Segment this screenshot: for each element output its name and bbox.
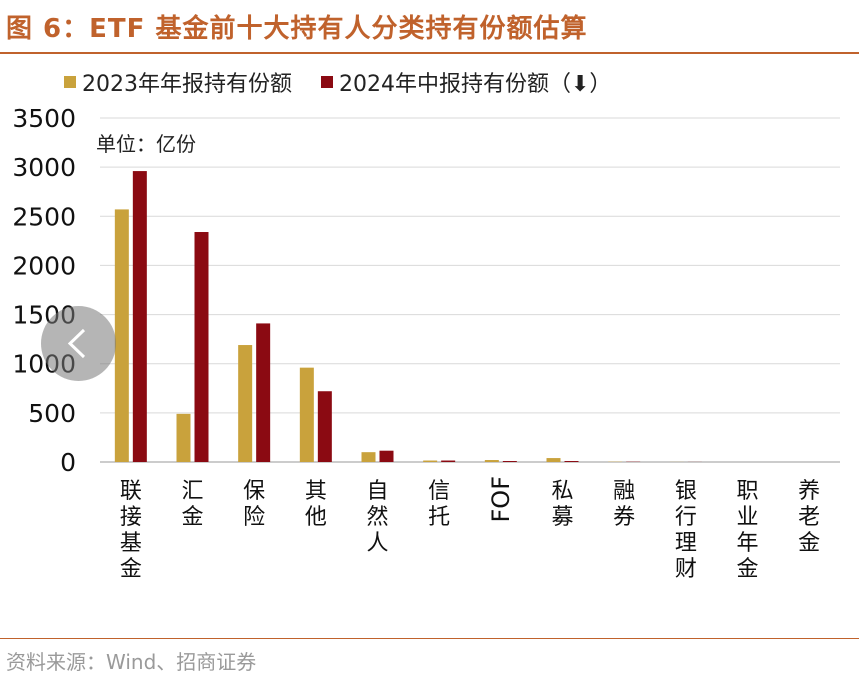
bar-2023-2 — [238, 345, 253, 462]
x-category-label: 养老金 — [798, 479, 820, 556]
source-divider — [0, 638, 859, 639]
y-tick-label: 0 — [60, 448, 76, 477]
title-divider — [0, 52, 859, 54]
bar-2024-3 — [317, 391, 332, 462]
figure-title: 图 6：ETF 基金前十大持有人分类持有份额估算 — [6, 14, 588, 44]
y-tick-label: 3500 — [12, 104, 76, 133]
bar-2024-5 — [441, 460, 456, 462]
legend-label-2023: 2023年年报持有份额 — [82, 72, 292, 97]
x-category-label: 私募 — [551, 479, 573, 530]
y-tick-label: 2500 — [12, 202, 76, 231]
bar-2024-7 — [564, 461, 579, 462]
legend-item-2024: 2024年中报持有份额（⬇） — [321, 66, 611, 98]
x-category-label: 信托 — [428, 479, 450, 530]
x-category-label: 银行理财 — [675, 479, 697, 582]
bar-2023-0 — [114, 209, 129, 462]
x-category-label: FOF — [487, 476, 515, 522]
chart-legend: 2023年年报持有份额 2024年中报持有份额（⬇） — [64, 66, 633, 98]
bar-2023-6 — [484, 460, 499, 462]
bar-2023-4 — [361, 452, 376, 462]
y-tick-label: 2000 — [12, 251, 76, 280]
bar-2024-1 — [194, 232, 209, 462]
x-category-label: 保险 — [243, 479, 265, 530]
source-note: 资料来源：Wind、招商证券 — [6, 650, 257, 674]
chevron-left-icon — [67, 328, 86, 359]
x-category-label: 其他 — [305, 479, 327, 530]
x-category-label: 职业年金 — [736, 479, 758, 582]
bar-chart: 0500100015002000250030003500联接基金汇金保险其他自然… — [12, 104, 840, 582]
bar-2024-0 — [132, 171, 147, 462]
unit-label: 单位：亿份 — [96, 132, 196, 156]
x-category-label: 汇金 — [181, 479, 203, 530]
legend-swatch-2024 — [321, 76, 333, 88]
bar-2024-2 — [256, 323, 271, 462]
x-category-label: 联接基金 — [120, 479, 142, 582]
legend-label-2024: 2024年中报持有份额（⬇） — [339, 72, 612, 97]
carousel-prev-button[interactable] — [41, 306, 116, 381]
bar-2024-6 — [502, 461, 517, 462]
x-category-label: 自然人 — [366, 479, 388, 556]
x-category-label: 融券 — [613, 479, 635, 530]
bar-2023-3 — [299, 367, 314, 462]
bar-2024-4 — [379, 450, 394, 462]
y-tick-label: 3000 — [12, 153, 76, 182]
legend-swatch-2023 — [64, 76, 76, 88]
bar-2023-5 — [423, 460, 438, 462]
bar-2023-1 — [176, 413, 191, 462]
y-tick-label: 500 — [28, 399, 76, 428]
legend-item-2023: 2023年年报持有份额 — [64, 66, 292, 98]
bar-2023-7 — [546, 458, 561, 462]
